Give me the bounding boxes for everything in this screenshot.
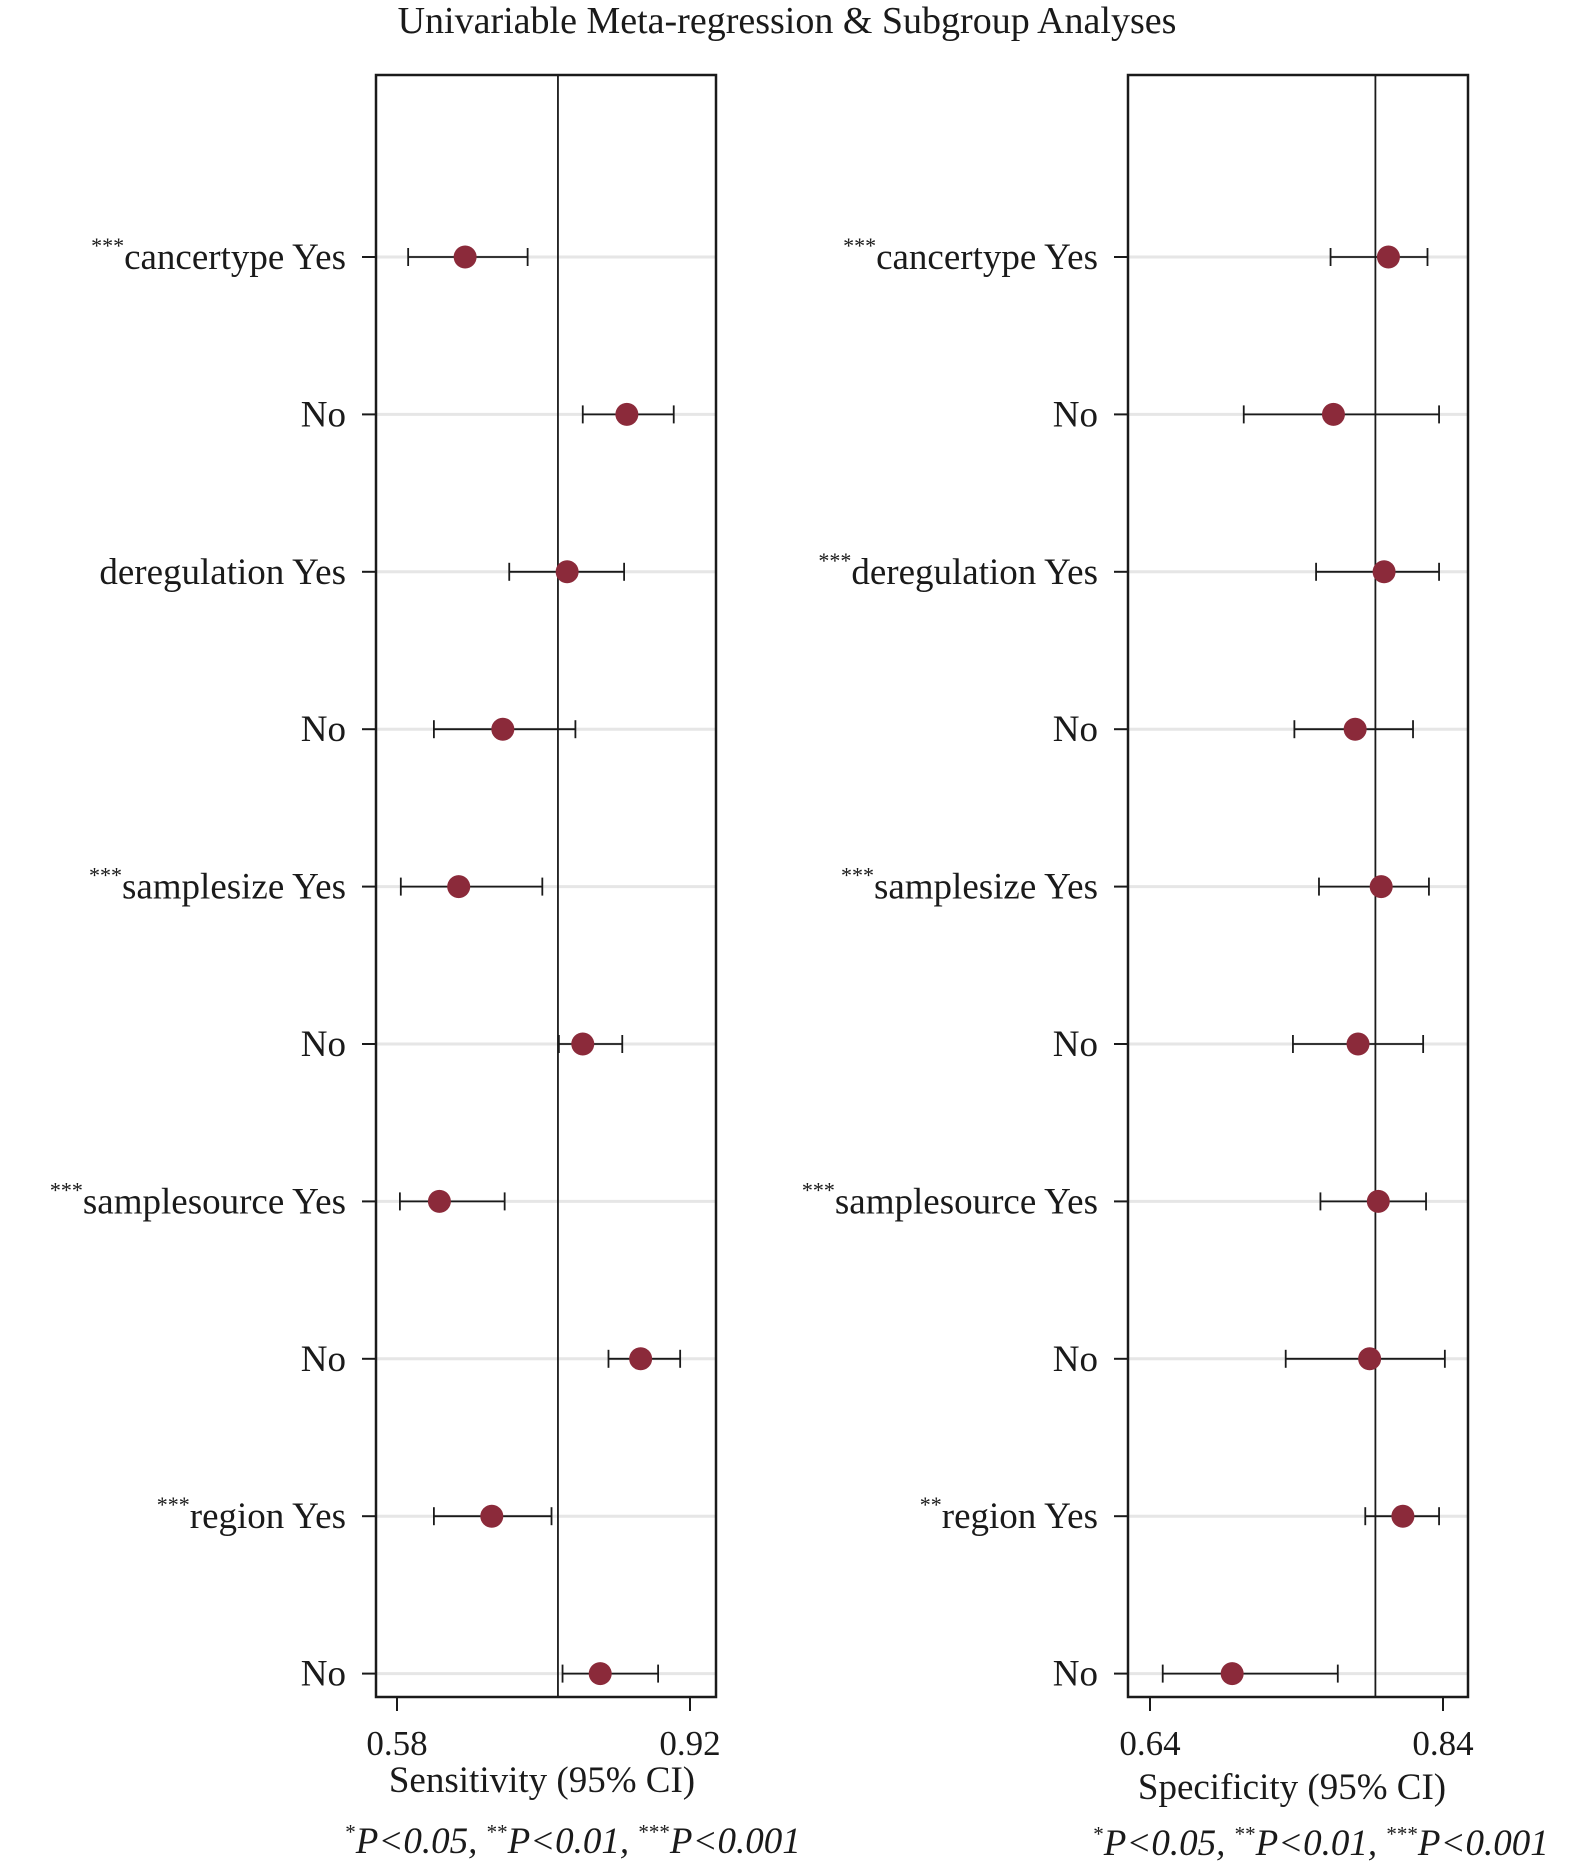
row-label-text: No	[1053, 1024, 1098, 1065]
point-estimate	[480, 1504, 504, 1528]
row-label: No	[301, 709, 346, 750]
point-estimate	[1321, 402, 1345, 426]
footnote-text: P<0.05,	[1103, 1823, 1235, 1864]
row-label: No	[1053, 1024, 1098, 1065]
point-estimate	[1369, 875, 1393, 899]
significance-footnote: *P<0.05, **P<0.01, ***P<0.001	[1093, 1822, 1548, 1864]
row-label: ***deregulation Yes	[818, 548, 1098, 593]
significance-stars: ***	[89, 863, 122, 888]
footnote-stars: **	[487, 1820, 508, 1844]
row-label: ***samplesource Yes	[802, 1177, 1098, 1222]
row-label-text: region Yes	[942, 1496, 1098, 1537]
point-estimate	[571, 1032, 595, 1056]
significance-stars: ***	[157, 1492, 190, 1517]
point-estimate	[1376, 245, 1400, 269]
x-tick-label: 0.64	[1119, 1724, 1180, 1763]
row-label: ***cancertype Yes	[843, 233, 1098, 278]
footnote-text: P<0.01,	[1255, 1823, 1387, 1864]
row-label: No	[301, 1339, 346, 1380]
point-estimate	[1372, 560, 1396, 584]
significance-stars: ***	[841, 863, 874, 888]
row-label: No	[1053, 709, 1098, 750]
significance-stars: ***	[50, 1177, 83, 1202]
x-axis-title: Sensitivity (95% CI)	[389, 1760, 695, 1801]
point-estimate	[588, 1662, 612, 1686]
row-label-text: cancertype Yes	[876, 237, 1098, 278]
footnote-text: P<0.001	[669, 1821, 801, 1862]
x-axis-title: Specificity (95% CI)	[1138, 1767, 1446, 1808]
row-label-text: deregulation Yes	[99, 552, 346, 593]
row-label-text: samplesize Yes	[122, 867, 346, 908]
point-estimate	[453, 245, 477, 269]
footnote-stars: ***	[638, 1820, 670, 1844]
point-estimate	[1343, 717, 1367, 741]
row-label-text: deregulation Yes	[851, 552, 1098, 593]
row-label-text: No	[301, 1339, 346, 1380]
row-label: ***samplesize Yes	[89, 863, 346, 908]
footnote-text: P<0.01,	[507, 1821, 639, 1862]
row-label: ***cancertype Yes	[91, 233, 346, 278]
footnote-stars: ***	[1386, 1822, 1418, 1846]
row-label: No	[301, 1024, 346, 1065]
row-label-text: No	[301, 1654, 346, 1695]
footnote-text: P<0.05,	[355, 1821, 487, 1862]
point-estimate	[615, 402, 639, 426]
x-tick-label: 0.84	[1412, 1724, 1473, 1763]
footnote-stars: *	[1093, 1822, 1104, 1846]
point-estimate	[1391, 1504, 1415, 1528]
point-estimate	[491, 717, 515, 741]
row-label: deregulation Yes	[99, 552, 346, 593]
row-label-text: cancertype Yes	[124, 237, 346, 278]
point-estimate	[447, 875, 471, 899]
footnote-stars: *	[345, 1820, 356, 1844]
row-label: No	[301, 1654, 346, 1695]
row-label: No	[1053, 394, 1098, 435]
significance-stars: ***	[802, 1177, 835, 1202]
significance-stars: ***	[843, 233, 876, 258]
row-label: No	[1053, 1654, 1098, 1695]
point-estimate	[1366, 1189, 1390, 1213]
row-label-text: No	[1053, 709, 1098, 750]
chart-title: Univariable Meta-regression & Subgroup A…	[398, 0, 1177, 42]
point-estimate	[629, 1347, 653, 1371]
significance-stars: **	[920, 1492, 942, 1517]
row-label: ***samplesize Yes	[841, 863, 1098, 908]
row-label: No	[1053, 1339, 1098, 1380]
row-label-text: No	[301, 709, 346, 750]
point-estimate	[1220, 1662, 1244, 1686]
point-estimate	[555, 560, 579, 584]
row-label-text: No	[301, 394, 346, 435]
row-label-text: samplesize Yes	[874, 867, 1098, 908]
significance-stars: ***	[91, 233, 124, 258]
row-label-text: No	[301, 1024, 346, 1065]
x-tick-label: 0.92	[659, 1724, 720, 1763]
row-label-text: No	[1053, 394, 1098, 435]
footnote-stars: **	[1235, 1822, 1256, 1846]
row-label-text: samplesource Yes	[83, 1181, 346, 1222]
row-label: ***region Yes	[157, 1492, 346, 1537]
row-label: **region Yes	[920, 1492, 1098, 1537]
footnote-text: P<0.001	[1417, 1823, 1549, 1864]
point-estimate	[1358, 1347, 1382, 1371]
row-label: ***samplesource Yes	[50, 1177, 346, 1222]
point-estimate	[427, 1189, 451, 1213]
significance-footnote: *P<0.05, **P<0.01, ***P<0.001	[345, 1820, 800, 1862]
x-tick-label: 0.58	[366, 1724, 427, 1763]
point-estimate	[1346, 1032, 1370, 1056]
row-label-text: No	[1053, 1654, 1098, 1695]
row-label-text: No	[1053, 1339, 1098, 1380]
row-label-text: region Yes	[190, 1496, 346, 1537]
row-label-text: samplesource Yes	[835, 1181, 1098, 1222]
row-label: No	[301, 394, 346, 435]
significance-stars: ***	[818, 548, 851, 573]
